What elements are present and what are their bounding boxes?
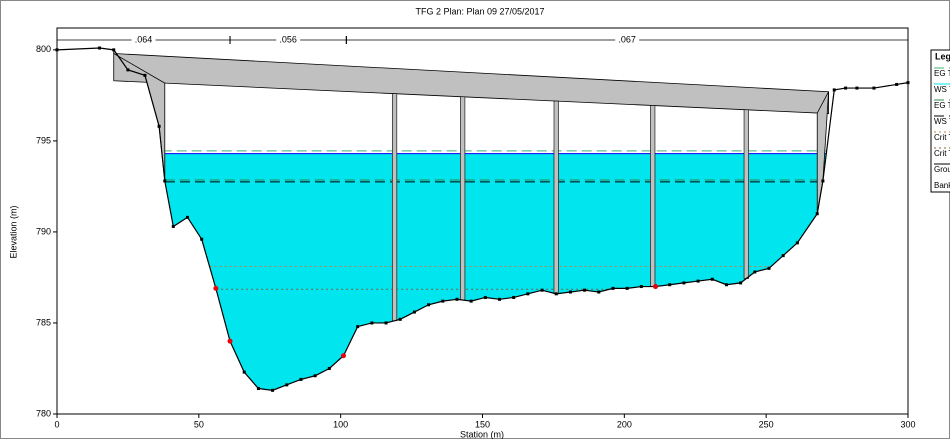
ground-point (256, 387, 260, 391)
ground-point (832, 88, 836, 92)
ground-point (370, 321, 374, 325)
ground-point (682, 281, 686, 285)
roughness-label: .067 (618, 34, 636, 44)
ground-point (668, 283, 672, 287)
ground-point (625, 286, 629, 290)
roughness-label: .064 (135, 34, 153, 44)
ground-point (767, 266, 771, 270)
roughness-label: .056 (279, 34, 297, 44)
ground-point (285, 383, 289, 387)
legend-label: Ground (934, 165, 950, 174)
ground-point (724, 283, 728, 287)
ground-point (98, 46, 102, 50)
ground-point (710, 277, 714, 281)
ground-point (795, 241, 799, 245)
ground-point (895, 82, 899, 86)
ground-point (469, 299, 473, 303)
ground-point (855, 86, 859, 90)
ground-point (540, 288, 544, 292)
chart-title: TFG 2 Plan: Plan 09 27/05/2017 (415, 6, 544, 16)
y-tick-label: 795 (36, 135, 51, 145)
legend-label: EG T= 10 (934, 101, 950, 110)
bank-station (653, 284, 659, 290)
legend-label: EG T= 50 (934, 69, 950, 78)
ground-point (568, 290, 572, 294)
ground-point (739, 281, 743, 285)
pier (650, 105, 656, 287)
ground-point (200, 237, 204, 241)
ground-point (583, 288, 587, 292)
water-fill (161, 153, 827, 391)
ground-point (185, 215, 189, 219)
y-axis-label: Elevation (m) (8, 205, 18, 258)
ground-point (526, 292, 530, 296)
y-tick-label: 785 (36, 317, 51, 327)
pier (743, 109, 749, 279)
ground-point (815, 212, 819, 216)
pier (460, 96, 466, 301)
x-tick-label: 50 (194, 419, 204, 429)
x-tick-label: 300 (900, 419, 915, 429)
bank-station (341, 353, 347, 359)
ground-point (242, 370, 246, 374)
ground-point (441, 299, 445, 303)
ground-point (639, 285, 643, 289)
ground-point (844, 86, 848, 90)
ground-point (821, 179, 825, 183)
legend-title: Legend (935, 51, 950, 61)
ground-point (781, 254, 785, 258)
ground-point (412, 310, 416, 314)
ground-point (455, 297, 459, 301)
x-tick-label: 200 (617, 419, 632, 429)
ground-point (398, 317, 402, 321)
legend-label: Bank Sta (934, 181, 950, 190)
ground-point (171, 224, 175, 228)
ground-point (498, 297, 502, 301)
x-tick-label: 150 (475, 419, 490, 429)
ground-point (112, 48, 116, 52)
ground-point (313, 374, 317, 378)
ground-point (327, 366, 331, 370)
ground-point (356, 325, 360, 329)
legend-label: Crit T= 50 (934, 133, 950, 142)
ground-point (157, 124, 161, 128)
x-tick-label: 250 (759, 419, 774, 429)
bridge-deck (113, 53, 829, 114)
ground-point (554, 292, 558, 296)
roughness-bg (615, 34, 640, 46)
x-tick-label: 100 (333, 419, 348, 429)
ground-point (512, 295, 516, 299)
ground-point (611, 286, 615, 290)
bank-station (227, 338, 233, 344)
legend-label: Crit T= 10 (934, 149, 950, 158)
ground-point (696, 279, 700, 283)
ground-point (483, 295, 487, 299)
pier (553, 100, 559, 295)
ground-point (143, 73, 147, 77)
ground-line (56, 47, 909, 391)
ground-point (427, 303, 431, 307)
y-tick-label: 780 (36, 408, 51, 418)
legend-box (930, 49, 950, 193)
pier (391, 93, 398, 322)
ground-point (753, 270, 757, 274)
ground-point (384, 321, 388, 325)
y-tick-label: 800 (36, 44, 51, 54)
roughness-bg (131, 34, 156, 46)
y-tick-label: 790 (36, 226, 51, 236)
x-tick-label: 0 (54, 419, 59, 429)
ground-point (872, 86, 876, 90)
x-axis-label: Station (m) (460, 429, 504, 439)
ground-point (126, 68, 130, 72)
ground-point (271, 388, 275, 392)
bank-station (213, 285, 219, 291)
legend-label: WS T= 10 (934, 117, 950, 126)
ground-point (299, 377, 303, 381)
ground-point (597, 290, 601, 294)
legend-label: WS T= 50 (934, 85, 950, 94)
ground-point (163, 179, 167, 183)
roughness-bg (276, 34, 301, 46)
